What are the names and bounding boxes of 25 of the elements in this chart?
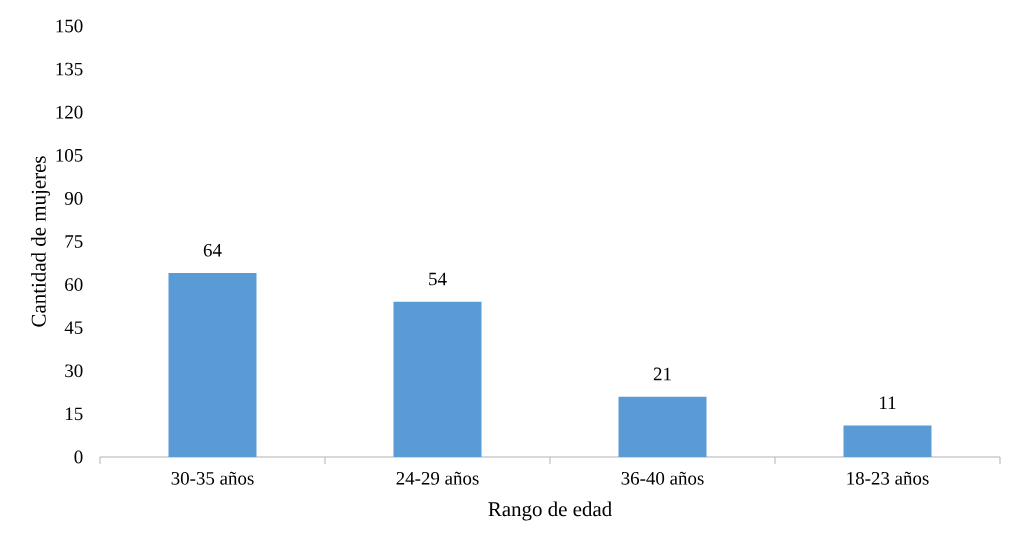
x-tick-label: 24-29 años — [396, 471, 479, 485]
x-tick-label: 36-40 años — [621, 471, 704, 485]
y-tick-label: 105 — [56, 148, 83, 162]
y-tick-label: 30 — [65, 364, 83, 378]
bar — [843, 425, 932, 457]
data-label: 64 — [203, 243, 222, 257]
y-tick-label: 15 — [65, 407, 83, 421]
y-tick-label: 135 — [56, 62, 83, 76]
y-tick-label: 75 — [65, 235, 83, 248]
bar — [168, 273, 257, 457]
y-axis-title: Cantidad de mujeres — [31, 156, 51, 327]
y-tick-label: 150 — [56, 19, 83, 33]
x-axis-title: Rango de edad — [488, 501, 612, 521]
y-tick-label: 60 — [65, 278, 83, 291]
data-label: 54 — [429, 272, 447, 286]
y-tick-label: 0 — [74, 450, 83, 464]
x-tick-label: 30-35 años — [171, 471, 254, 485]
bar — [618, 396, 707, 457]
y-tick-label: 90 — [64, 192, 83, 205]
data-label: 11 — [880, 396, 896, 409]
bar — [393, 301, 482, 457]
data-label: 21 — [653, 367, 671, 381]
y-tick-label: 120 — [56, 105, 83, 119]
x-tick-label: 18-23 años — [847, 471, 929, 485]
y-tick-label: 45 — [64, 321, 83, 335]
